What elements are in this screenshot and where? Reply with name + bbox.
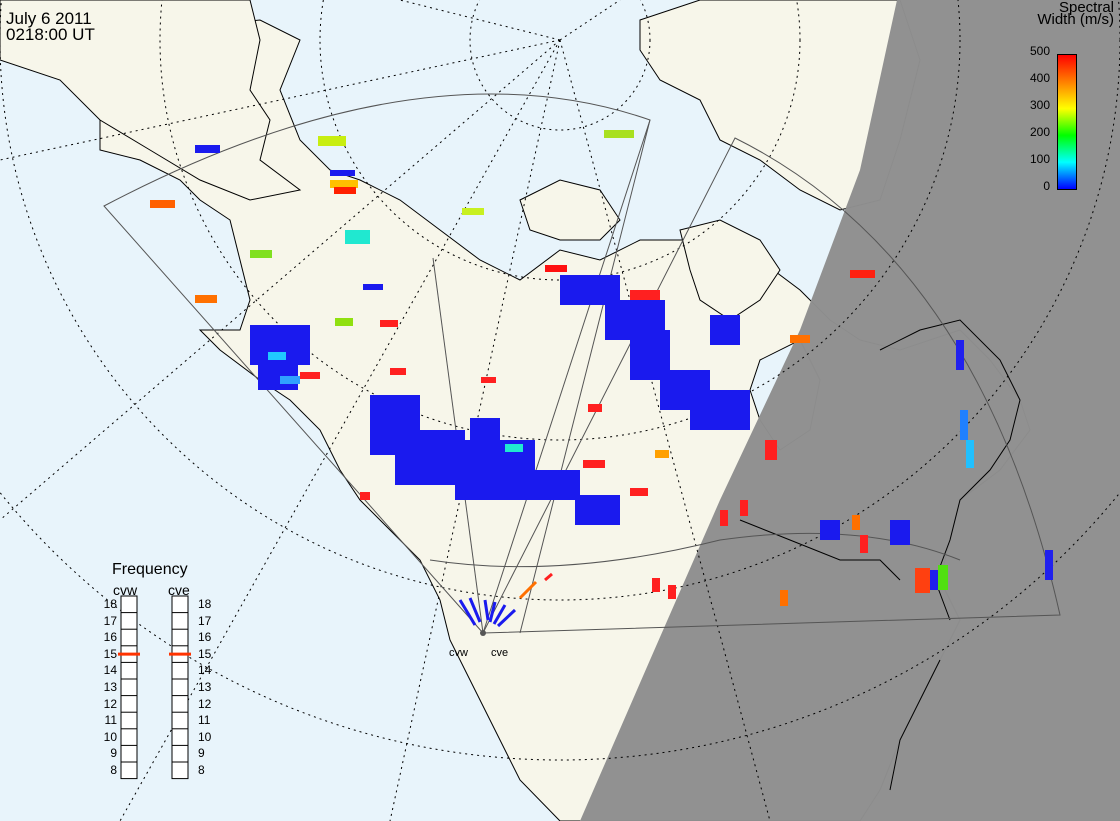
frequency-level-label: 18 bbox=[198, 597, 212, 611]
frequency-level-label: 13 bbox=[103, 680, 117, 694]
frequency-level-label: 13 bbox=[198, 680, 212, 694]
cve-fov bbox=[482, 137, 1061, 634]
frequency-level-label: 11 bbox=[104, 713, 117, 728]
night-coastlines bbox=[739, 319, 1021, 791]
radar-site-marker bbox=[480, 630, 486, 636]
frequency-level-label: 9 bbox=[110, 746, 117, 761]
frequency-level-label: 17 bbox=[198, 613, 212, 628]
site-label-cve: cve bbox=[491, 647, 509, 659]
site-label-cvw: cvw bbox=[449, 647, 468, 659]
frequency-level-label: 11 bbox=[198, 713, 211, 728]
frequency-level-label: 8 bbox=[110, 763, 117, 777]
frequency-level-label: 15 bbox=[198, 646, 212, 661]
frequency-level-label: 15 bbox=[103, 646, 117, 661]
colorbar-tick: 400 bbox=[1029, 71, 1050, 85]
frequency-ladder-cvw bbox=[120, 595, 138, 780]
frequency-level-label: 10 bbox=[103, 729, 117, 744]
colorbar-tick: 100 bbox=[1029, 152, 1050, 166]
frequency-level-label: 8 bbox=[198, 763, 205, 777]
frequency-panel bbox=[118, 595, 191, 780]
colorbar-tick: 200 bbox=[1029, 125, 1050, 139]
colorbar-title-line2: Width (m/s) bbox=[1037, 11, 1114, 28]
frequency-level-label: 9 bbox=[198, 746, 205, 761]
colorbar-tick: 0 bbox=[1043, 179, 1050, 193]
frequency-level-label: 12 bbox=[198, 696, 212, 711]
colorbar-tick: 500 bbox=[1029, 44, 1050, 58]
colorbar-title-line1: Spectral bbox=[1058, 0, 1114, 16]
frequency-title: Frequency bbox=[112, 561, 188, 578]
backscatter-cells bbox=[150, 130, 1053, 628]
frequency-level-label: 10 bbox=[198, 729, 212, 744]
frequency-level-label: 16 bbox=[198, 630, 212, 645]
spectral-width-colorbar bbox=[1057, 54, 1077, 190]
radar-fov-outlines bbox=[103, 93, 1061, 634]
frequency-level-label: 16 bbox=[103, 630, 117, 645]
arctic-islands bbox=[519, 179, 621, 241]
frequency-level-label: 18 bbox=[103, 597, 117, 611]
frequency-ladder-cve bbox=[171, 595, 189, 780]
map-time: 0218:00 UT bbox=[6, 25, 95, 44]
night-terminator bbox=[580, 0, 1120, 821]
map-date: July 6 2011 bbox=[6, 9, 92, 28]
colorbar-tick: 300 bbox=[1029, 98, 1050, 112]
frequency-level-label: 12 bbox=[103, 696, 117, 711]
frequency-radar-label-cvw: cvw bbox=[113, 582, 138, 598]
baffin-island bbox=[679, 219, 781, 321]
cvw-fov bbox=[103, 93, 651, 634]
frequency-level-label: 14 bbox=[103, 663, 117, 678]
frequency-level-label: 17 bbox=[103, 613, 117, 628]
frequency-level-label: 14 bbox=[198, 663, 212, 678]
frequency-radar-label-cve: cve bbox=[168, 582, 190, 598]
